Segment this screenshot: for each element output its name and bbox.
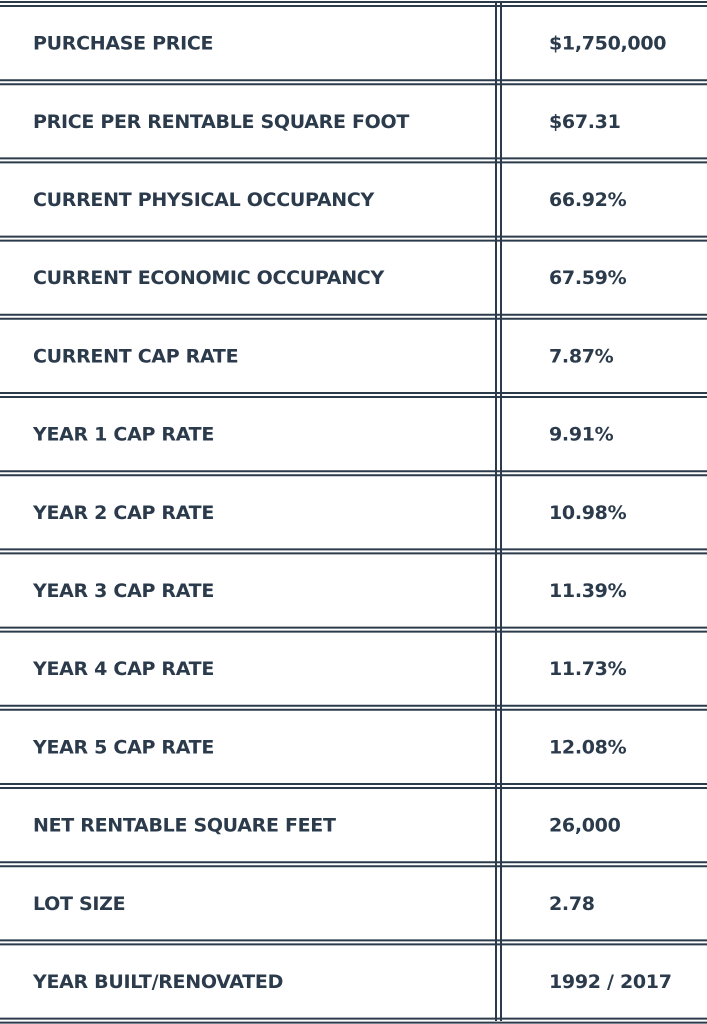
row-value: 9.91% xyxy=(549,424,614,446)
row-label: CURRENT CAP RATE xyxy=(33,345,238,367)
row-value: 10.98% xyxy=(549,502,627,524)
row-label: YEAR 1 CAP RATE xyxy=(32,424,214,446)
row-label: LOT SIZE xyxy=(33,893,125,915)
row-label: YEAR 2 CAP RATE xyxy=(32,502,214,524)
row-label: NET RENTABLE SQUARE FEET xyxy=(33,815,336,837)
row-value: 12.08% xyxy=(549,736,627,758)
row-value: 11.39% xyxy=(549,580,627,602)
row-label: YEAR 5 CAP RATE xyxy=(32,736,214,758)
row-value: $67.31 xyxy=(549,111,621,133)
row-value: 11.73% xyxy=(549,658,627,680)
row-value: 67.59% xyxy=(549,267,627,289)
row-label: YEAR 4 CAP RATE xyxy=(32,658,214,680)
row-value: 7.87% xyxy=(549,345,614,367)
row-label: YEAR BUILT/RENOVATED xyxy=(32,971,283,993)
row-value: $1,750,000 xyxy=(549,33,666,55)
row-label: CURRENT ECONOMIC OCCUPANCY xyxy=(33,267,384,289)
row-label: CURRENT PHYSICAL OCCUPANCY xyxy=(33,189,374,211)
row-value: 1992 / 2017 xyxy=(549,971,672,993)
row-value: 2.78 xyxy=(549,893,595,915)
row-label: YEAR 3 CAP RATE xyxy=(32,580,214,602)
row-label: PRICE PER RENTABLE SQUARE FOOT xyxy=(33,111,409,133)
row-label: PURCHASE PRICE xyxy=(33,33,213,55)
row-value: 26,000 xyxy=(549,815,621,837)
row-value: 66.92% xyxy=(549,189,627,211)
